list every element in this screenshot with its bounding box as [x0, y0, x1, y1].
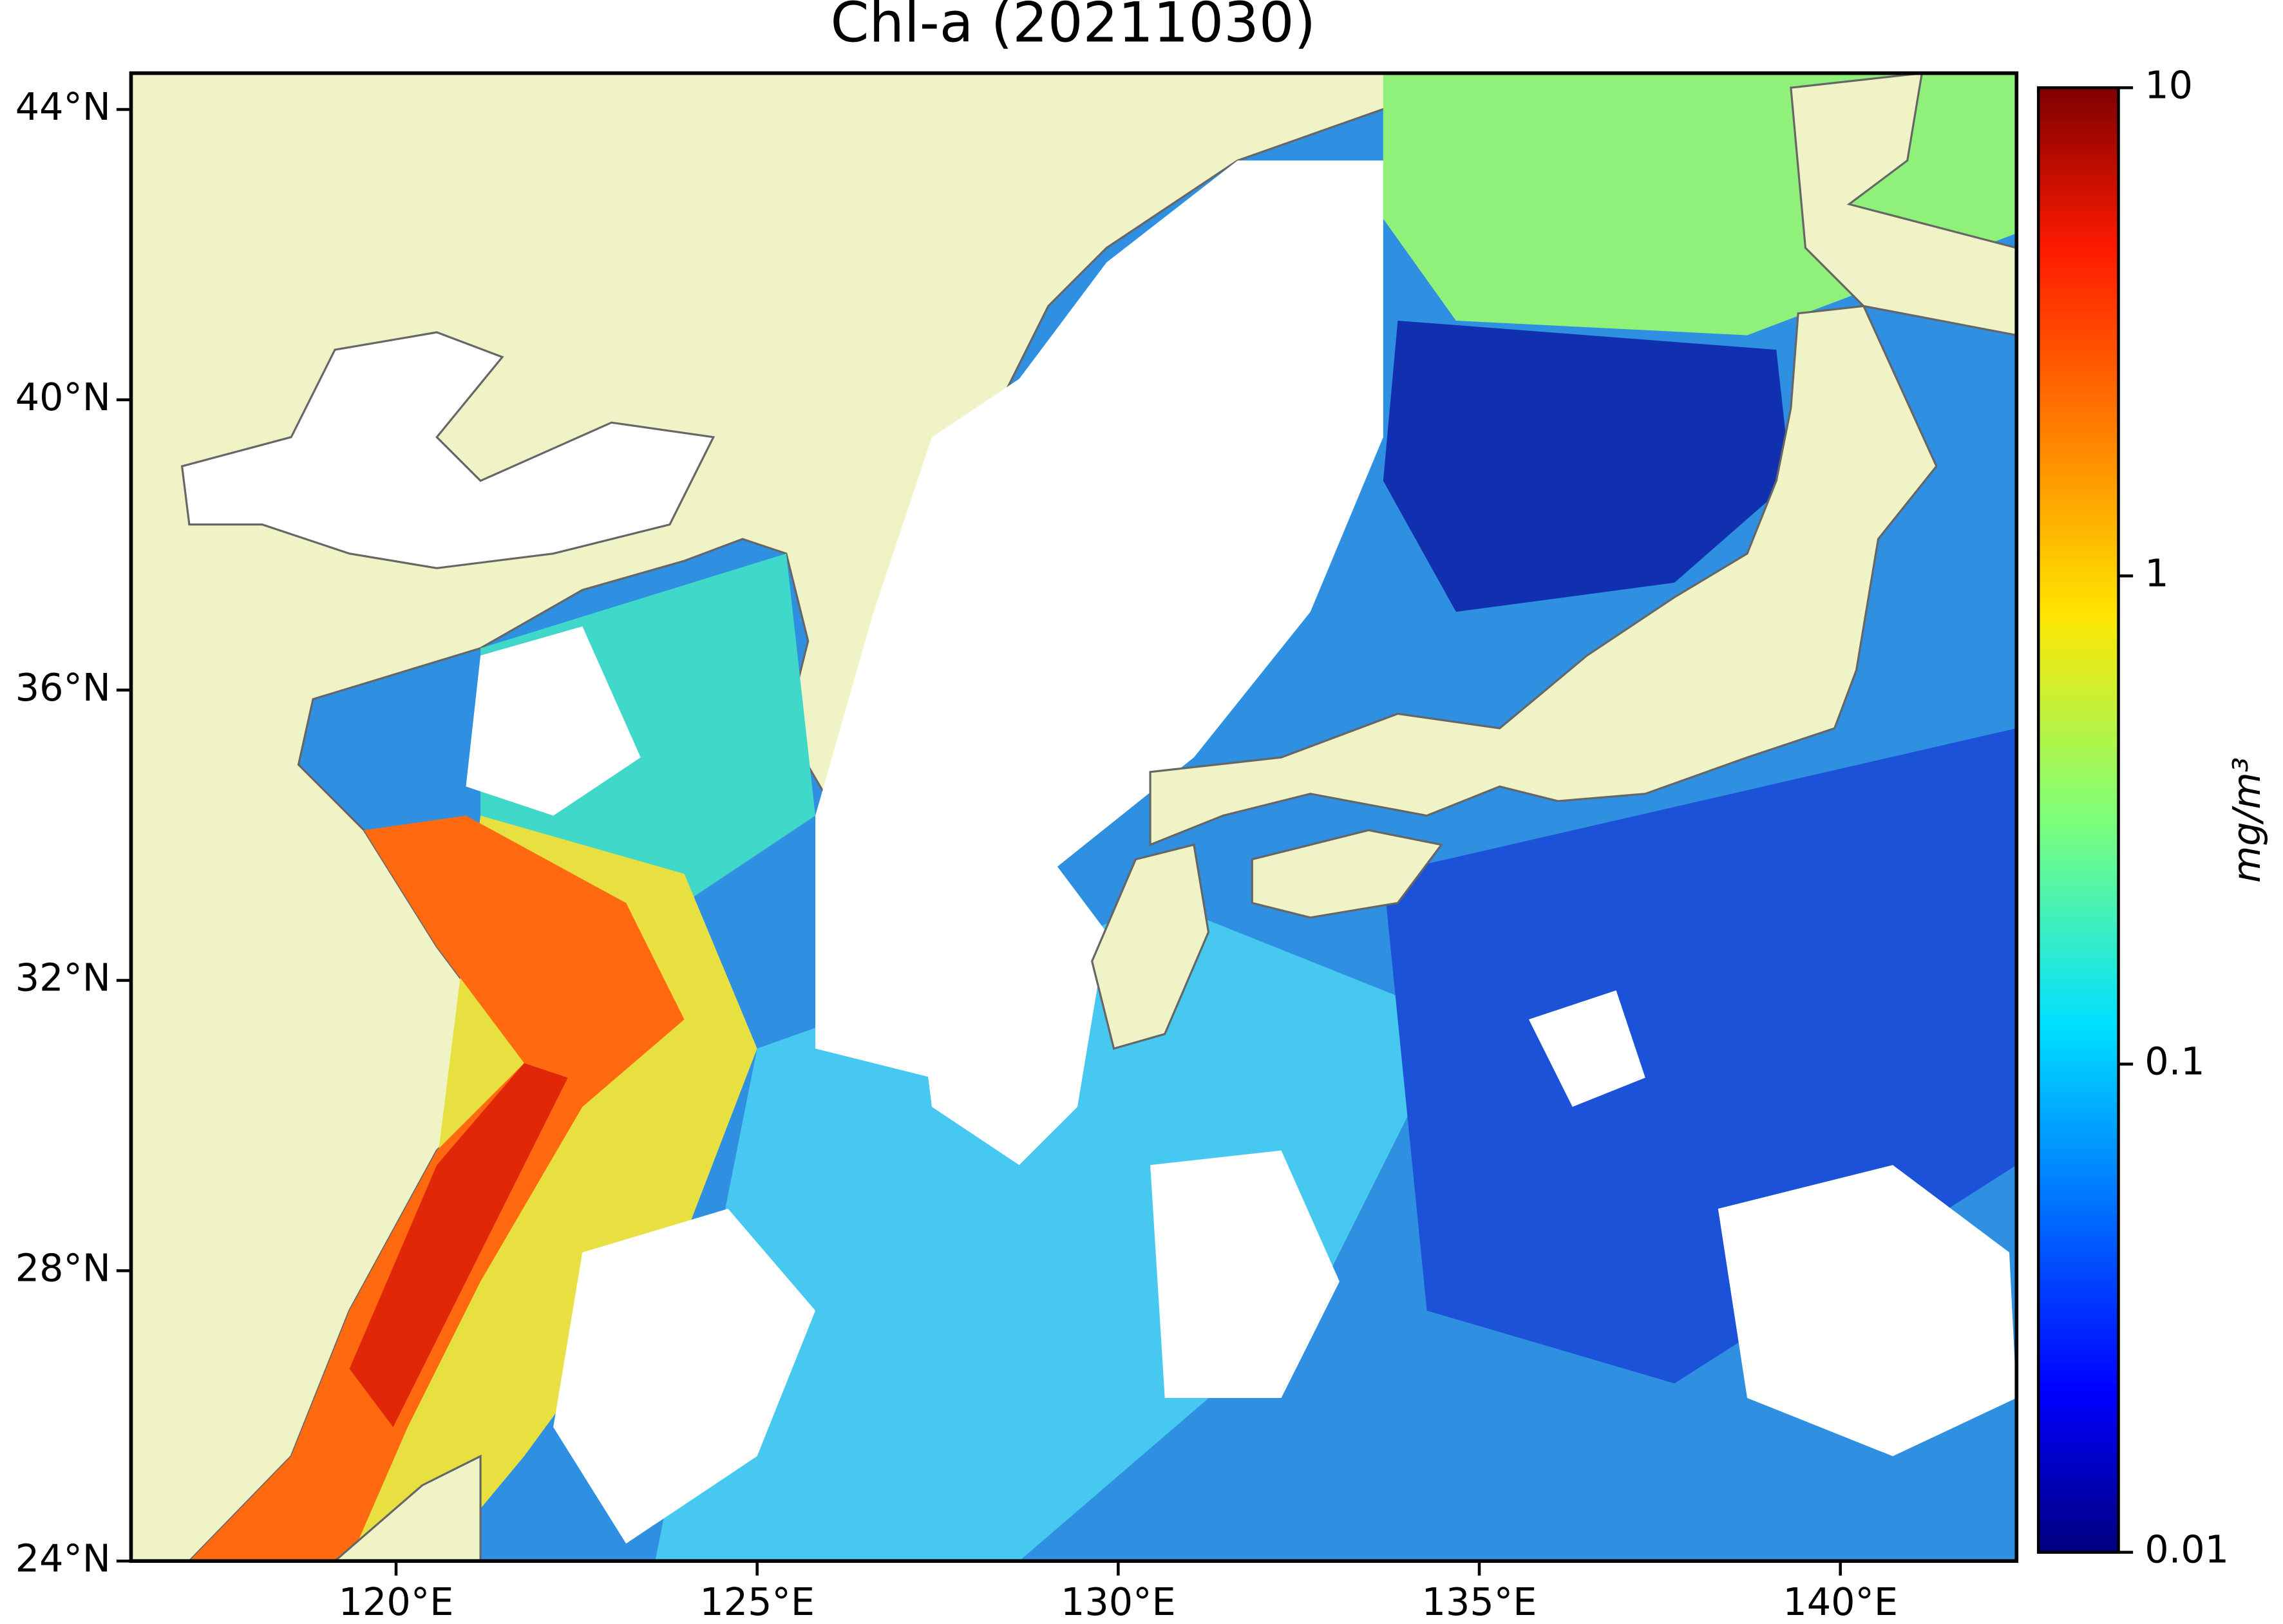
chl-patch [349, 1062, 568, 1428]
map-title: Chl-a (20211030) [830, 0, 1316, 55]
colorbar [2036, 86, 2120, 1554]
x-tick-label: 135°E [1422, 1580, 1537, 1624]
colorbar-label: mg/m³ [2224, 757, 2269, 883]
x-tick-label: 120°E [339, 1580, 454, 1624]
map-frame [129, 71, 2019, 1563]
chl-patch [655, 903, 1456, 1562]
colorbar-tick-label: 1 [2145, 551, 2168, 595]
colorbar-tick-label: 0.01 [2145, 1527, 2229, 1572]
colorbar-tick-label: 0.1 [2145, 1039, 2204, 1084]
colorbar-tick-label: 10 [2145, 62, 2193, 107]
honshu [1149, 305, 1938, 847]
taiwan [333, 1454, 482, 1562]
x-tick-label: 125°E [699, 1580, 815, 1624]
no-data [902, 815, 1107, 1166]
map-area [131, 73, 2017, 1562]
kyushu [1090, 843, 1210, 1050]
shikoku [1251, 829, 1444, 919]
y-tick-label: 32°N [15, 956, 111, 1000]
x-tick-label: 140°E [1783, 1580, 1898, 1624]
y-tick-label: 40°N [15, 375, 111, 419]
y-tick-label: 24°N [15, 1536, 111, 1580]
y-tick-label: 36°N [15, 665, 111, 710]
y-tick-label: 28°N [15, 1245, 111, 1290]
bohai-sea [180, 331, 715, 569]
hokkaido [1790, 73, 2017, 337]
no-data [1528, 990, 1645, 1107]
no-data [1718, 1165, 2017, 1457]
no-data [553, 1209, 816, 1544]
chl-patch [1383, 320, 1791, 612]
no-data [466, 626, 641, 816]
y-tick-label: 44°N [15, 84, 111, 129]
no-data [1150, 1150, 1340, 1398]
x-tick-label: 130°E [1061, 1580, 1176, 1624]
